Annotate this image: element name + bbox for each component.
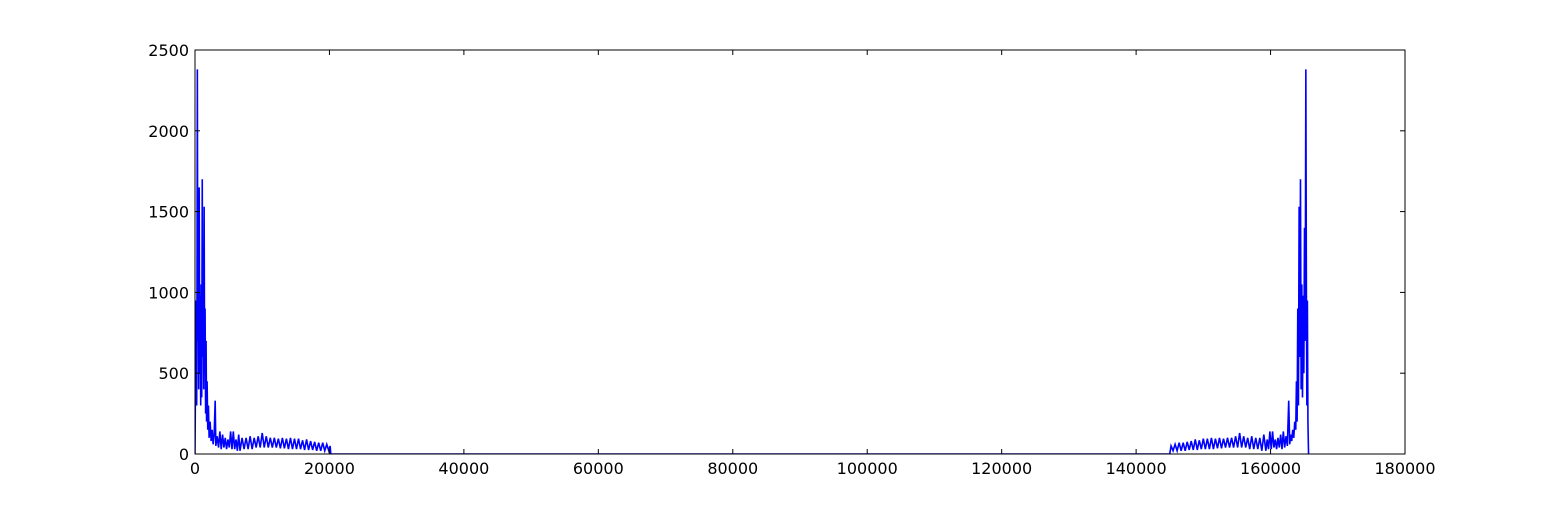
x-tick-label: 0 (190, 459, 200, 478)
plot-area (195, 69, 1310, 454)
x-tick-label: 40000 (438, 459, 489, 478)
x-tick-label: 80000 (707, 459, 758, 478)
y-tick-label: 1500 (148, 203, 189, 222)
y-tick-label: 500 (158, 364, 189, 383)
y-tick-label: 0 (179, 445, 189, 464)
y-tick-label: 1000 (148, 283, 189, 302)
y-tick-label: 2500 (148, 41, 189, 60)
series-line-0 (195, 69, 1310, 454)
x-tick-label: 160000 (1240, 459, 1301, 478)
x-tick-label: 180000 (1374, 459, 1435, 478)
x-tick-label: 20000 (304, 459, 355, 478)
x-tick-label: 120000 (971, 459, 1032, 478)
x-tick-label: 140000 (1106, 459, 1167, 478)
axes-frame (194, 49, 1406, 455)
x-tick-label: 60000 (573, 459, 624, 478)
x-tick-label: 100000 (837, 459, 898, 478)
y-tick-label: 2000 (148, 122, 189, 141)
axes: 0 20000 40000 60000 80000 100000 120000 140000 1… (148, 41, 1435, 478)
